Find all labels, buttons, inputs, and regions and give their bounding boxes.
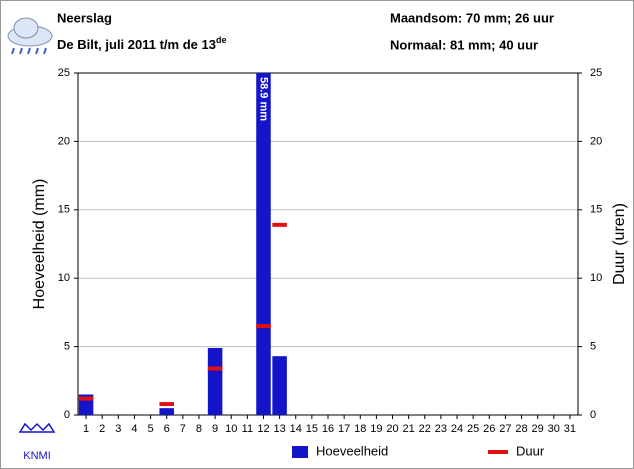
x-tick-label: 9 xyxy=(212,423,218,435)
bar xyxy=(159,408,174,415)
logo-text: KNMI xyxy=(23,450,51,462)
x-tick-label: 18 xyxy=(354,423,366,435)
x-tick-label: 12 xyxy=(257,423,269,435)
y-tick-label: 10 xyxy=(58,272,70,284)
x-tick-label: 7 xyxy=(180,423,186,435)
bar xyxy=(207,347,223,415)
x-tick-label: 25 xyxy=(467,423,479,435)
y2-tick-label: 0 xyxy=(590,409,596,421)
x-tick-label: 22 xyxy=(419,423,431,435)
y2-tick-label: 10 xyxy=(590,272,602,284)
duration-dash xyxy=(159,402,174,407)
x-tick-label: 17 xyxy=(338,423,350,435)
duration-dash xyxy=(207,366,223,371)
x-tick-label: 20 xyxy=(386,423,398,435)
x-tick-label: 2 xyxy=(99,423,105,435)
duration-dash xyxy=(78,396,94,401)
legend-swatch xyxy=(488,450,508,454)
x-tick-label: 5 xyxy=(148,423,154,435)
bar xyxy=(256,73,271,415)
x-tick-label: 16 xyxy=(322,423,334,435)
y2-axis-label: Duur (uren) xyxy=(611,203,628,285)
x-tick-label: 4 xyxy=(131,423,137,435)
x-tick-label: 29 xyxy=(532,423,544,435)
cloud-icon xyxy=(7,17,53,55)
x-tick-label: 8 xyxy=(196,423,202,435)
legend-label: Duur xyxy=(516,443,545,458)
x-tick-label: 24 xyxy=(451,423,463,435)
x-tick-label: 26 xyxy=(483,423,495,435)
subtitle-text: De Bilt, juli 2011 t/m de 13 xyxy=(57,37,216,52)
y2-tick-label: 25 xyxy=(590,67,602,79)
y-axis-label: Hoeveelheid (mm) xyxy=(31,179,48,310)
x-tick-label: 15 xyxy=(306,423,318,435)
x-tick-label: 10 xyxy=(225,423,237,435)
legend-label: Hoeveelheid xyxy=(316,443,388,458)
knmi-logo: KNMI xyxy=(18,422,56,462)
x-tick-label: 27 xyxy=(499,423,511,435)
x-tick-label: 1 xyxy=(83,423,89,435)
subtitle-sup: de xyxy=(216,35,227,45)
legend-swatch xyxy=(292,446,308,458)
plot-area xyxy=(78,73,287,415)
y2-tick-label: 15 xyxy=(590,204,602,216)
duration-dash xyxy=(256,324,271,329)
normal: Normaal: 81 mm; 40 uur xyxy=(390,37,538,52)
bar xyxy=(272,356,287,415)
bar-value-label: 58.9 mm xyxy=(258,77,270,121)
x-tick-label: 13 xyxy=(273,423,285,435)
y-tick-label: 0 xyxy=(64,409,70,421)
duration-dash xyxy=(272,222,287,227)
x-tick-label: 31 xyxy=(564,423,576,435)
summary: Maandsom: 70 mm; 26 uur xyxy=(390,10,554,25)
y2-tick-label: 5 xyxy=(590,341,596,353)
x-tick-label: 30 xyxy=(548,423,560,435)
x-tick-label: 3 xyxy=(115,423,121,435)
x-tick-label: 21 xyxy=(403,423,415,435)
y-tick-label: 20 xyxy=(58,135,70,147)
x-tick-label: 11 xyxy=(242,423,253,435)
y-tick-label: 15 xyxy=(58,204,70,216)
subtitle: De Bilt, juli 2011 t/m de 13de xyxy=(57,35,226,52)
x-tick-label: 14 xyxy=(290,423,302,435)
y-tick-label: 25 xyxy=(58,67,70,79)
x-tick-label: 23 xyxy=(435,423,447,435)
x-tick-label: 6 xyxy=(164,423,170,435)
y-tick-label: 5 xyxy=(64,341,70,353)
x-tick-label: 28 xyxy=(515,423,527,435)
x-tick-label: 19 xyxy=(370,423,382,435)
y2-tick-label: 20 xyxy=(590,135,602,147)
title: Neerslag xyxy=(57,10,112,25)
